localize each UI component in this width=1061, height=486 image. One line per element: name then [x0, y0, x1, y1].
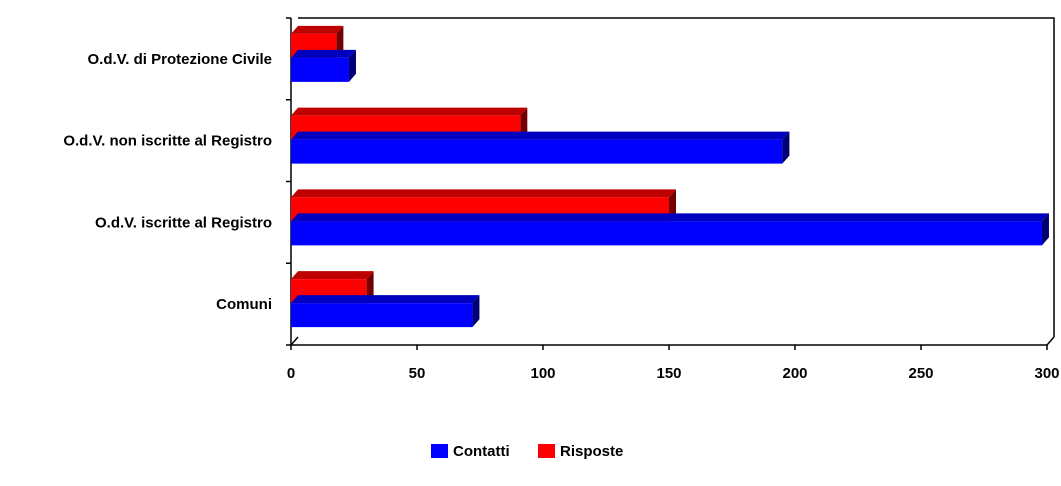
legend-label-risposte: Risposte	[560, 443, 623, 460]
x-tick-label: 50	[409, 365, 426, 382]
category-label: O.d.V. non iscritte al Registro	[63, 133, 272, 150]
category-label: O.d.V. di Protezione Civile	[88, 51, 273, 68]
x-tick-label: 150	[656, 365, 681, 382]
plot-frame	[298, 17, 1055, 337]
x-tick-labels: 0 50 100 150 200 250 300	[287, 345, 1060, 382]
x-tick-label: 0	[287, 365, 295, 382]
legend-swatch-risposte	[538, 444, 555, 458]
bar-contatti-0	[291, 295, 480, 328]
x-tick-label: 100	[530, 365, 555, 382]
bar-contatti-2	[291, 131, 790, 164]
legend: Contatti Risposte	[431, 443, 623, 460]
category-label: O.d.V. iscritte al Registro	[95, 214, 272, 231]
x-tick-label: 300	[1034, 365, 1059, 382]
x-tick-label: 200	[782, 365, 807, 382]
value-axis	[291, 336, 1055, 346]
category-label: Comuni	[216, 296, 272, 313]
bars	[291, 25, 1049, 328]
bar-contatti-3	[291, 49, 356, 82]
legend-swatch-contatti	[431, 444, 448, 458]
bar-contatti-1	[291, 213, 1049, 246]
legend-label-contatti: Contatti	[453, 443, 510, 460]
x-tick-label: 250	[908, 365, 933, 382]
category-labels: Comuni O.d.V. iscritte al Registro O.d.V. …	[63, 17, 291, 346]
